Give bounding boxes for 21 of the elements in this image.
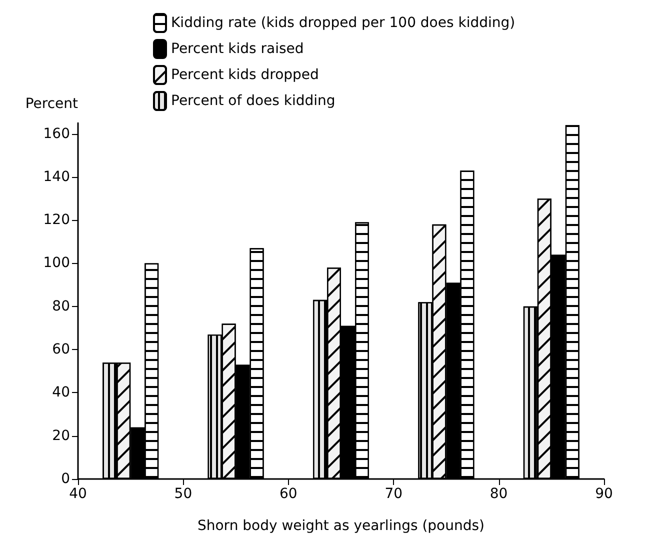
- y-tick-label: 120: [43, 212, 70, 228]
- x-tick-label: 70: [384, 486, 403, 502]
- y-tick-label: 160: [43, 126, 70, 142]
- x-tick-label: 40: [69, 486, 87, 502]
- y-tick-label: 60: [52, 342, 70, 358]
- x-tick-label: 50: [174, 486, 192, 502]
- y-tick-label: 0: [61, 471, 70, 487]
- y-tick-label: 20: [52, 428, 70, 444]
- legend-label: Percent of does kidding: [171, 93, 336, 109]
- legend-label: Percent kids raised: [171, 41, 304, 57]
- y-axis-title: Percent: [25, 96, 78, 112]
- legend-label: Kidding rate (kids dropped per 100 does kidding): [171, 15, 516, 31]
- legend-label: Percent kids dropped: [171, 67, 319, 83]
- y-tick-label: 100: [43, 255, 70, 272]
- y-tick-label: 40: [52, 384, 70, 401]
- y-tick-label: 140: [43, 168, 70, 185]
- x-tick-label: 60: [279, 486, 298, 502]
- x-tick-label: 80: [490, 486, 508, 502]
- x-tick-label: 90: [595, 486, 613, 502]
- x-axis-title: Shorn body weight as yearlings (pounds): [197, 518, 485, 534]
- y-tick-label: 80: [52, 298, 70, 314]
